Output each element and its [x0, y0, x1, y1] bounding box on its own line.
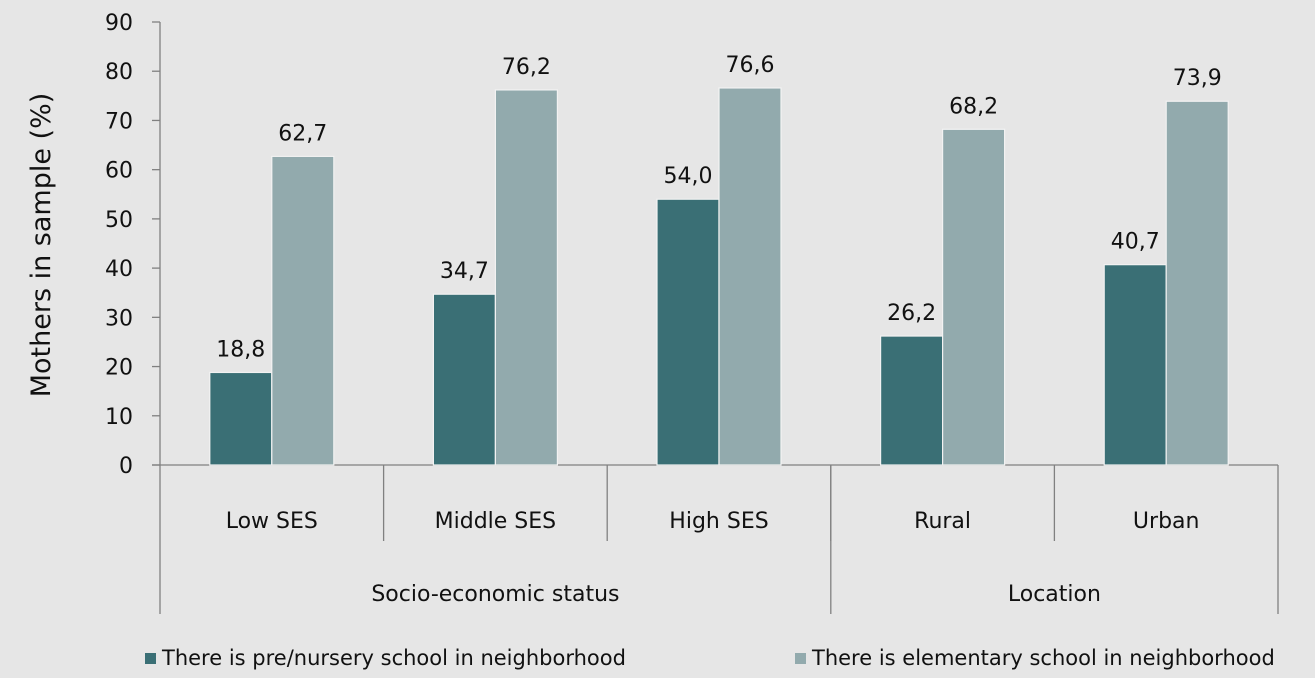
group-label: Socio-economic status — [371, 582, 619, 607]
y-tick-label: 80 — [105, 60, 133, 85]
y-tick-label: 60 — [105, 159, 133, 184]
bar — [432, 293, 496, 466]
bar — [718, 87, 782, 466]
data-label: 34,7 — [440, 259, 489, 284]
y-tick-label: 50 — [105, 208, 133, 233]
bar — [209, 371, 273, 466]
data-label: 40,7 — [1111, 230, 1160, 255]
data-label: 73,9 — [1173, 66, 1222, 91]
data-label: 76,6 — [726, 53, 775, 78]
bar — [1103, 264, 1167, 466]
y-tick-label: 10 — [105, 405, 133, 430]
category-label: Rural — [914, 509, 971, 534]
y-tick-label: 70 — [105, 109, 133, 134]
category-label: Middle SES — [435, 509, 557, 534]
y-tick-label: 30 — [105, 306, 133, 331]
data-label: 18,8 — [216, 337, 265, 362]
legend-label: There is pre/nursery school in neighborh… — [161, 646, 626, 670]
y-tick-label: 40 — [105, 257, 133, 282]
category-label: Urban — [1133, 509, 1200, 534]
data-label: 76,2 — [502, 55, 551, 80]
category-label: Low SES — [226, 509, 318, 534]
data-label: 26,2 — [887, 301, 936, 326]
legend-label: There is elementary school in neighborho… — [811, 646, 1275, 670]
y-tick-label: 90 — [105, 11, 133, 36]
data-label: 54,0 — [664, 164, 713, 189]
bar — [941, 128, 1006, 466]
bar — [271, 155, 335, 466]
bar — [656, 198, 720, 466]
bar — [879, 335, 944, 466]
bar — [1165, 100, 1229, 466]
y-axis-title: Mothers in sample (%) — [26, 93, 57, 398]
category-label: High SES — [669, 509, 768, 534]
data-label: 68,2 — [949, 94, 998, 119]
data-label: 62,7 — [278, 121, 327, 146]
legend-swatch — [795, 653, 806, 664]
group-label: Location — [1008, 582, 1101, 607]
bar — [494, 89, 558, 466]
y-tick-label: 20 — [105, 356, 133, 381]
y-tick-label: 0 — [119, 454, 133, 479]
legend-swatch — [145, 653, 156, 664]
